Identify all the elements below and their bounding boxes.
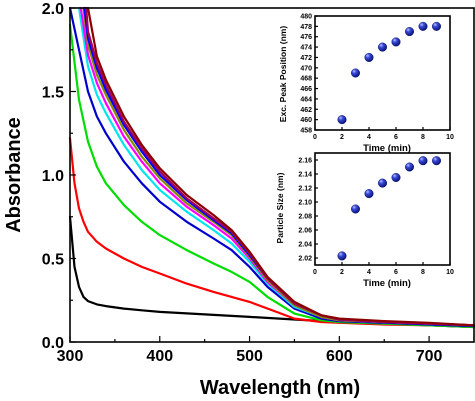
inset1-point xyxy=(432,21,442,31)
inset1-y-tick-label: 468 xyxy=(300,76,312,83)
inset-particle-size: 0 2 4 6 8 102.022.042.062.082.102.122.142.16 … xyxy=(275,152,454,289)
inset1-points xyxy=(337,21,442,125)
inset2-x-tick-label: 2 xyxy=(340,269,344,276)
inset1-x-axis-title: Time (min) xyxy=(363,143,411,154)
inset1-y-tick-label: 470 xyxy=(300,65,312,72)
inset1-x-tick-label: 4 xyxy=(367,134,371,141)
y-tick-label: 1.5 xyxy=(42,85,64,102)
inset2-x-tick-label: 4 xyxy=(367,269,371,276)
inset2-frame xyxy=(314,152,451,266)
inset1-y-tick-label: 478 xyxy=(300,24,312,31)
inset1-point xyxy=(405,27,415,37)
inset2-point xyxy=(364,189,374,199)
inset2-point xyxy=(432,156,442,166)
inset2-point xyxy=(378,178,388,188)
inset1-point xyxy=(364,52,374,62)
inset1-x-tick-label: 8 xyxy=(421,134,425,141)
y-tick-label: 2.0 xyxy=(42,1,64,18)
series-line-10 xyxy=(86,6,475,327)
inset2-y-tick-label: 2.08 xyxy=(298,214,312,221)
inset1-y-tick-label: 462 xyxy=(300,107,312,114)
x-tick-label: 400 xyxy=(146,348,173,365)
inset2-x-tick-label: 0 xyxy=(313,269,317,276)
x-tick-label: 700 xyxy=(416,348,443,365)
x-tick-label: 300 xyxy=(57,348,84,365)
y-tick-label: 1.0 xyxy=(42,168,64,185)
inset2-y-tick-label: 2.10 xyxy=(298,200,312,207)
inset1-y-tick-label: 458 xyxy=(300,128,312,135)
inset2-point xyxy=(337,251,347,261)
inset2-y-tick-label: 2.04 xyxy=(298,242,312,249)
inset1-point xyxy=(418,21,428,31)
inset2-y-tick-label: 2.12 xyxy=(298,186,312,193)
inset1-y-tick-label: 464 xyxy=(300,96,312,103)
inset1-y-tick-label: 472 xyxy=(300,55,312,62)
x-tick-label: 500 xyxy=(236,348,263,365)
inset1-x-tick-label: 10 xyxy=(446,134,454,141)
x-axis-title: Wavelength (nm) xyxy=(200,377,360,399)
inset1-y-tick-label: 474 xyxy=(300,45,312,52)
inset1-frame xyxy=(314,15,451,131)
inset2-y-tick-label: 2.14 xyxy=(298,172,312,179)
inset2-point xyxy=(405,162,415,172)
inset2-x-tick-label: 8 xyxy=(421,269,425,276)
main-series-group xyxy=(68,6,475,329)
inset2-x-tick-label: 6 xyxy=(394,269,398,276)
inset2-x-axis-title: Time (min) xyxy=(363,278,411,289)
inset2-y-tick-label: 2.06 xyxy=(298,228,312,235)
inset1-point xyxy=(351,68,361,78)
inset1-y-tick-label: 460 xyxy=(300,117,312,124)
inset1-point xyxy=(378,42,388,52)
y-axis-title: Absorbance xyxy=(3,117,25,233)
inset1-y-tick-label: 480 xyxy=(300,14,312,21)
inset2-y-tick-label: 2.16 xyxy=(298,158,312,165)
inset2-y-axis-title: Particle Size (nm) xyxy=(275,172,285,243)
inset1-y-tick-label: 476 xyxy=(300,34,312,41)
inset2-axes: 0 2 4 6 8 10 2.02 2.04 2.06 2.08 2.10 2.12 2.14 2.16 xyxy=(298,152,454,276)
inset1-y-axis-title: Exc. Peak Position (nm) xyxy=(278,26,288,123)
inset2-point xyxy=(418,156,428,166)
inset2-point xyxy=(351,204,361,214)
inset1-point xyxy=(391,37,401,47)
y-tick-label: 0.0 xyxy=(42,335,64,352)
inset2-y-tick-label: 2.02 xyxy=(298,256,312,263)
inset1-axes: 0 2 4 6 8 10458460462464466468470472474476478… xyxy=(300,14,454,142)
inset1-y-tick-label: 466 xyxy=(300,86,312,93)
inset-peak-position: 0 2 4 6 8 10458460462464466468470472474476478… xyxy=(278,14,454,155)
inset1-point xyxy=(337,115,347,125)
y-tick-label: 0.5 xyxy=(42,252,64,269)
inset1-x-tick-label: 0 xyxy=(313,134,317,141)
inset2-point xyxy=(391,172,401,182)
x-tick-label: 600 xyxy=(326,348,353,365)
inset2-points xyxy=(337,156,442,261)
inset1-x-tick-label: 2 xyxy=(340,134,344,141)
series-line-5 xyxy=(77,6,475,327)
inset1-x-tick-label: 6 xyxy=(394,134,398,141)
inset2-x-tick-label: 10 xyxy=(446,269,454,276)
